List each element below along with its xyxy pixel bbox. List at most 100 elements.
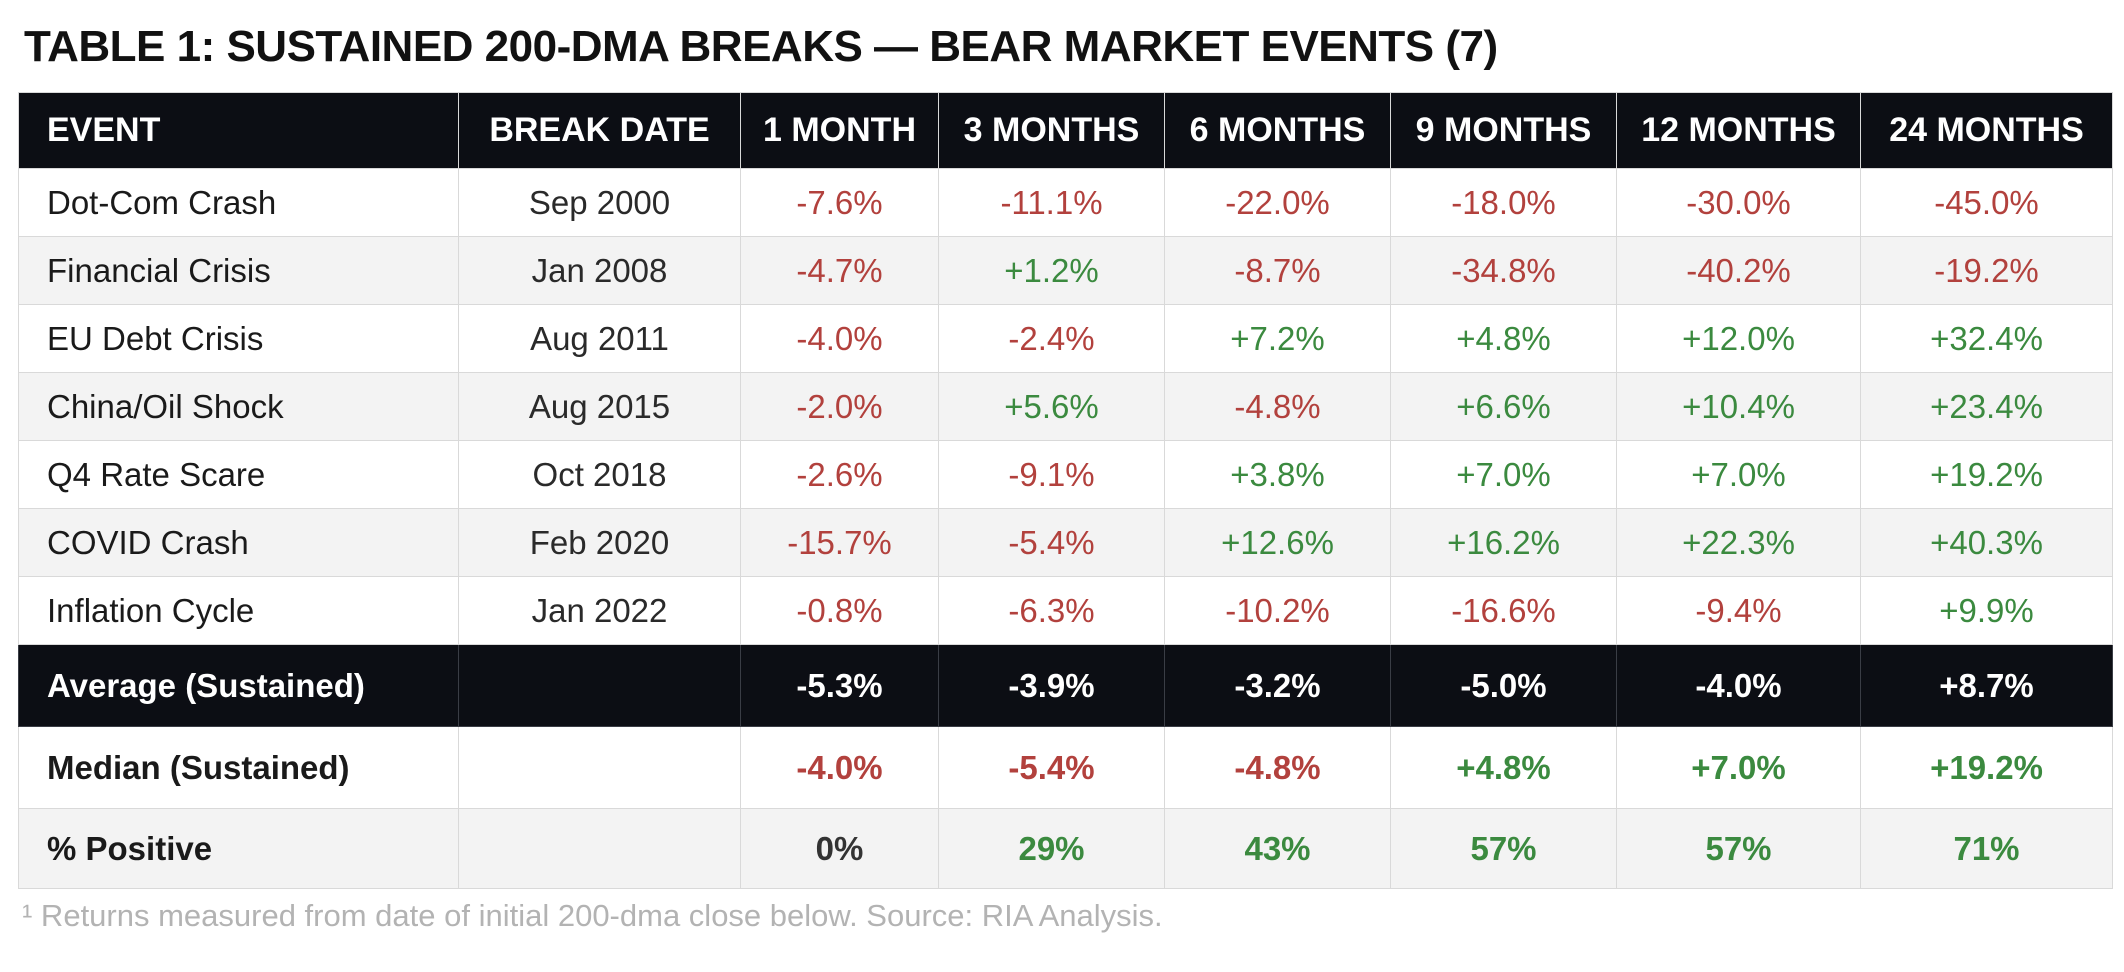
median-label: Median (Sustained) [18,726,459,809]
table-row: Q4 Rate Scare Oct 2018 -2.6% -9.1% +3.8%… [18,440,2113,509]
return-cell: +4.8% [1390,304,1617,373]
return-cell: -30.0% [1616,168,1861,237]
table-row: COVID Crash Feb 2020 -15.7% -5.4% +12.6%… [18,508,2113,577]
median-value: -5.4% [938,726,1165,809]
median-value: +7.0% [1616,726,1861,809]
event-name: Financial Crisis [18,236,459,305]
return-cell: -2.6% [740,440,939,509]
event-name: Q4 Rate Scare [18,440,459,509]
return-cell: +12.6% [1164,508,1391,577]
return-cell: -16.6% [1390,576,1617,645]
return-cell: +7.2% [1164,304,1391,373]
average-date-blank [458,644,741,727]
return-cell: -9.4% [1616,576,1861,645]
header-6-months: 6 MONTHS [1164,92,1391,169]
return-cell: -6.3% [938,576,1165,645]
header-break-date: BREAK DATE [458,92,741,169]
return-cell: -15.7% [740,508,939,577]
return-cell: +5.6% [938,372,1165,441]
average-value: -5.3% [740,644,939,727]
event-name: Dot-Com Crash [18,168,459,237]
return-cell: +6.6% [1390,372,1617,441]
header-event: EVENT [18,92,459,169]
return-cell: -4.0% [740,304,939,373]
break-date: Jan 2008 [458,236,741,305]
return-cell: -10.2% [1164,576,1391,645]
return-cell: -40.2% [1616,236,1861,305]
table-row: Financial Crisis Jan 2008 -4.7% +1.2% -8… [18,236,2113,305]
header-row: EVENT BREAK DATE 1 MONTH 3 MONTHS 6 MONT… [18,92,2113,169]
return-cell: +10.4% [1616,372,1861,441]
return-cell: +22.3% [1616,508,1861,577]
return-cell: +16.2% [1390,508,1617,577]
return-cell: +32.4% [1860,304,2113,373]
percent-positive-value: 0% [740,808,939,889]
header-12-months: 12 MONTHS [1616,92,1861,169]
return-cell: +7.0% [1390,440,1617,509]
return-cell: -2.0% [740,372,939,441]
return-cell: -7.6% [740,168,939,237]
average-value: -4.0% [1616,644,1861,727]
table-row: China/Oil Shock Aug 2015 -2.0% +5.6% -4.… [18,372,2113,441]
percent-positive-date-blank [458,808,741,889]
median-value: +19.2% [1860,726,2113,809]
average-label: Average (Sustained) [18,644,459,727]
average-value: -3.2% [1164,644,1391,727]
median-value: -4.8% [1164,726,1391,809]
table-row: Inflation Cycle Jan 2022 -0.8% -6.3% -10… [18,576,2113,645]
event-name: China/Oil Shock [18,372,459,441]
break-date: Aug 2011 [458,304,741,373]
median-value: -4.0% [740,726,939,809]
percent-positive-value: 43% [1164,808,1391,889]
return-cell: +1.2% [938,236,1165,305]
return-cell: -45.0% [1860,168,2113,237]
median-value: +4.8% [1390,726,1617,809]
return-cell: -9.1% [938,440,1165,509]
footnote: ¹ Returns measured from date of initial … [22,898,1163,933]
return-cell: -4.8% [1164,372,1391,441]
break-date: Aug 2015 [458,372,741,441]
return-cell: -5.4% [938,508,1165,577]
return-cell: +19.2% [1860,440,2113,509]
return-cell: +9.9% [1860,576,2113,645]
header-24-months: 24 MONTHS [1860,92,2113,169]
percent-positive-value: 57% [1390,808,1617,889]
event-name: Inflation Cycle [18,576,459,645]
table-title: TABLE 1: SUSTAINED 200-DMA BREAKS — BEAR… [24,22,1498,71]
median-date-blank [458,726,741,809]
break-date: Jan 2022 [458,576,741,645]
percent-positive-value: 29% [938,808,1165,889]
percent-positive-value: 57% [1616,808,1861,889]
header-3-months: 3 MONTHS [938,92,1165,169]
median-row: Median (Sustained) -4.0% -5.4% -4.8% +4.… [18,726,2113,809]
return-cell: +23.4% [1860,372,2113,441]
return-cell: -11.1% [938,168,1165,237]
table-row: Dot-Com Crash Sep 2000 -7.6% -11.1% -22.… [18,168,2113,237]
percent-positive-label: % Positive [18,808,459,889]
return-cell: -18.0% [1390,168,1617,237]
return-cell: -0.8% [740,576,939,645]
header-9-months: 9 MONTHS [1390,92,1617,169]
return-cell: -4.7% [740,236,939,305]
return-cell: +3.8% [1164,440,1391,509]
event-name: EU Debt Crisis [18,304,459,373]
break-date: Oct 2018 [458,440,741,509]
average-value: -3.9% [938,644,1165,727]
returns-table: EVENT BREAK DATE 1 MONTH 3 MONTHS 6 MONT… [18,92,2113,889]
table-row: EU Debt Crisis Aug 2011 -4.0% -2.4% +7.2… [18,304,2113,373]
break-date: Feb 2020 [458,508,741,577]
return-cell: +40.3% [1860,508,2113,577]
return-cell: +12.0% [1616,304,1861,373]
header-1-month: 1 MONTH [740,92,939,169]
average-value: +8.7% [1860,644,2113,727]
percent-positive-value: 71% [1860,808,2113,889]
break-date: Sep 2000 [458,168,741,237]
average-row: Average (Sustained) -5.3% -3.9% -3.2% -5… [18,644,2113,727]
percent-positive-row: % Positive 0% 29% 43% 57% 57% 71% [18,808,2113,889]
return-cell: -34.8% [1390,236,1617,305]
return-cell: -19.2% [1860,236,2113,305]
return-cell: +7.0% [1616,440,1861,509]
average-value: -5.0% [1390,644,1617,727]
return-cell: -2.4% [938,304,1165,373]
